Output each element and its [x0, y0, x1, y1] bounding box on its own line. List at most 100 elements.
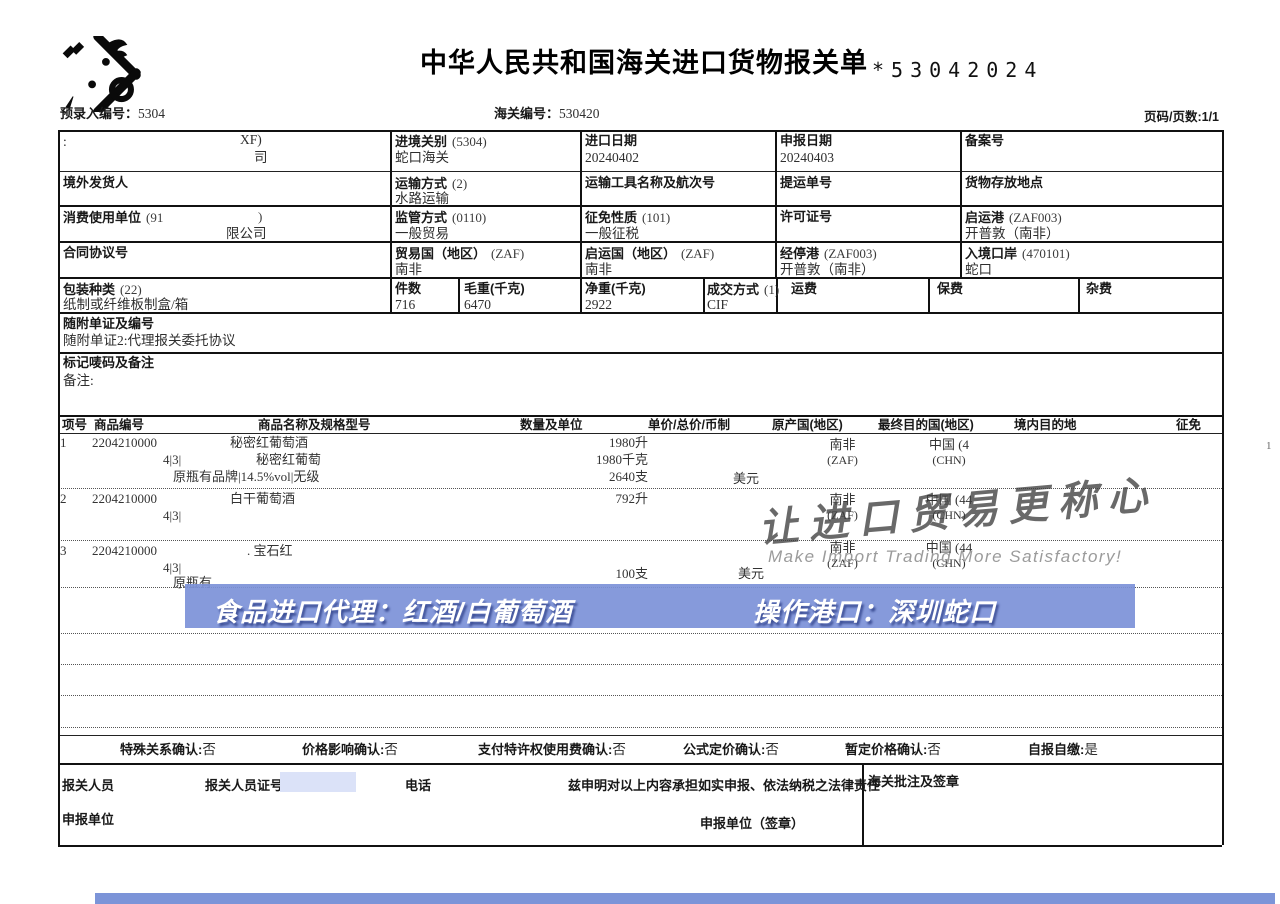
- confirm-label: 公式定价确认:: [683, 742, 766, 757]
- item-no: 1: [60, 435, 67, 450]
- confirm-value: 否: [384, 742, 398, 757]
- item-separator: [58, 695, 1222, 696]
- tax-nature-label: 征免性质: [585, 210, 638, 225]
- grid-line: [580, 130, 582, 277]
- advert-banner-left-text: 食品进口代理：红酒/白葡萄酒: [213, 597, 573, 627]
- customs-number-value: 530420: [559, 106, 600, 121]
- item-qty1: 1980升: [608, 435, 648, 450]
- item-currency: 美元: [733, 471, 760, 486]
- grid-line: [58, 130, 1222, 132]
- consignee-line1: XF): [240, 132, 262, 147]
- consignee-line2: 司: [254, 150, 268, 165]
- transit-port-field: 经停港 (ZAF003): [780, 246, 877, 262]
- import-date-value: 20240402: [585, 150, 639, 165]
- grid-line: [390, 277, 392, 312]
- item-no: 3: [60, 543, 67, 558]
- confirm-label: 支付特许权使用费确认:: [478, 742, 613, 757]
- grid-line: [458, 277, 460, 312]
- supervision-mode-field: 监管方式 (0110): [395, 210, 486, 226]
- item-dest: 中国 (44: [925, 492, 973, 507]
- departure-country-label: 启运国（地区）: [585, 246, 677, 261]
- packing-type-label: 包装种类: [63, 282, 116, 297]
- col-dest-country: 最终目的国(地区): [878, 418, 974, 432]
- confirm-value: 否: [927, 742, 941, 757]
- departure-port-code: (ZAF003): [1009, 210, 1062, 225]
- tax-nature-field: 征免性质 (101): [585, 210, 670, 226]
- grid-line: [58, 433, 1222, 434]
- item-qty2: 1980千克: [595, 452, 648, 467]
- consumer-unit-code: (91: [146, 210, 164, 225]
- item-origin: 南非: [829, 492, 856, 507]
- declare-date-label: 申报日期: [780, 133, 833, 148]
- marks-label: 标记唛码及备注: [63, 355, 155, 370]
- item-name: 白干葡萄酒: [230, 491, 296, 506]
- declare-unit-label: 申报单位: [62, 812, 115, 827]
- documents-label: 随附单证及编号: [63, 316, 155, 331]
- item-subcode: 4|3|: [163, 452, 182, 467]
- customs-number-label: 海关编号：: [494, 106, 560, 121]
- pre-entry-number: 预录入编号：5304: [60, 106, 165, 122]
- entry-port-code: (470101): [1022, 246, 1070, 261]
- confirm-value: 否: [612, 742, 626, 757]
- grid-line: [58, 205, 1222, 207]
- advert-banner-right-text: 操作港口：深圳蛇口: [753, 597, 997, 627]
- declarant-cert-label: 报关人员证号: [205, 778, 284, 793]
- item-code: 2204210000: [92, 491, 157, 506]
- grid-line: [1222, 130, 1224, 845]
- declarant-label: 报关人员: [62, 778, 115, 793]
- item-origin: 南非: [829, 437, 856, 452]
- item-name: 秘密红葡萄酒: [230, 435, 309, 450]
- transport-mode-code: (2): [452, 176, 468, 191]
- col-commodity-code: 商品编号: [94, 418, 145, 432]
- pre-entry-value: 5304: [138, 106, 166, 121]
- packing-type-code: (22): [120, 282, 142, 297]
- item-dest-code: (CHN): [932, 453, 966, 467]
- transaction-mode-code: (1): [764, 282, 780, 297]
- grid-line: [58, 845, 1222, 847]
- grid-line: [58, 352, 1222, 354]
- item-no: 2: [60, 491, 67, 506]
- declare-unit-signature-label: 申报单位（签章）: [700, 816, 805, 831]
- record-no-label: 备案号: [965, 133, 1005, 148]
- marks-value: 备注:: [63, 373, 94, 388]
- transaction-mode-field: 成交方式 (1): [707, 282, 779, 298]
- item-qty1: 792升: [615, 491, 648, 506]
- piece-count-value: 716: [395, 297, 416, 312]
- trade-country-field: 贸易国（地区） (ZAF): [395, 246, 524, 262]
- confirm-value: 否: [765, 742, 779, 757]
- supervision-mode-code: (0110): [452, 210, 487, 225]
- col-item-no: 项号: [62, 418, 88, 432]
- item-code: 2204210000: [92, 543, 157, 558]
- grid-line: [58, 241, 1222, 243]
- page-count: 页码/页数:1/1: [1144, 110, 1220, 124]
- bill-no-label: 提运单号: [780, 175, 833, 190]
- watermark-english-slogan: Make Import Trading More Satisfactory!: [768, 547, 1123, 566]
- departure-country-value: 南非: [585, 262, 612, 277]
- insurance-label: 保费: [937, 281, 964, 296]
- item-qty3: 2640支: [608, 469, 648, 484]
- entry-customs-code: (5304): [452, 134, 487, 149]
- packing-type-field: 包装种类 (22): [63, 282, 142, 298]
- departure-country-field: 启运国（地区） (ZAF): [585, 246, 714, 262]
- freight-label: 运费: [791, 281, 818, 296]
- confirm-label: 特殊关系确认:: [120, 742, 203, 757]
- grid-line: [703, 277, 705, 312]
- item-separator: [58, 488, 1222, 489]
- col-domestic-dest: 境内目的地: [1014, 418, 1077, 432]
- grid-line: [58, 763, 1222, 765]
- grid-line: [776, 277, 778, 312]
- clipped-edge-mark: 1: [1266, 440, 1272, 452]
- confirm-label: 自报自缴:: [1028, 742, 1085, 757]
- transport-mode-value: 水路运输: [395, 191, 449, 206]
- item-origin-code: (ZAF): [827, 453, 858, 467]
- transit-port-value: 开普敦（南非）: [780, 262, 875, 277]
- confirm-value: 是: [1084, 742, 1098, 757]
- consumer-unit-paren: ): [258, 209, 263, 224]
- item-subcode: 4|3|: [163, 508, 182, 523]
- grid-line: [862, 763, 864, 845]
- tax-nature-code: (101): [642, 210, 671, 225]
- entry-port-value: 蛇口: [965, 262, 992, 277]
- bottom-advert-strip: [95, 893, 1275, 904]
- col-name-spec: 商品名称及规格型号: [258, 418, 371, 432]
